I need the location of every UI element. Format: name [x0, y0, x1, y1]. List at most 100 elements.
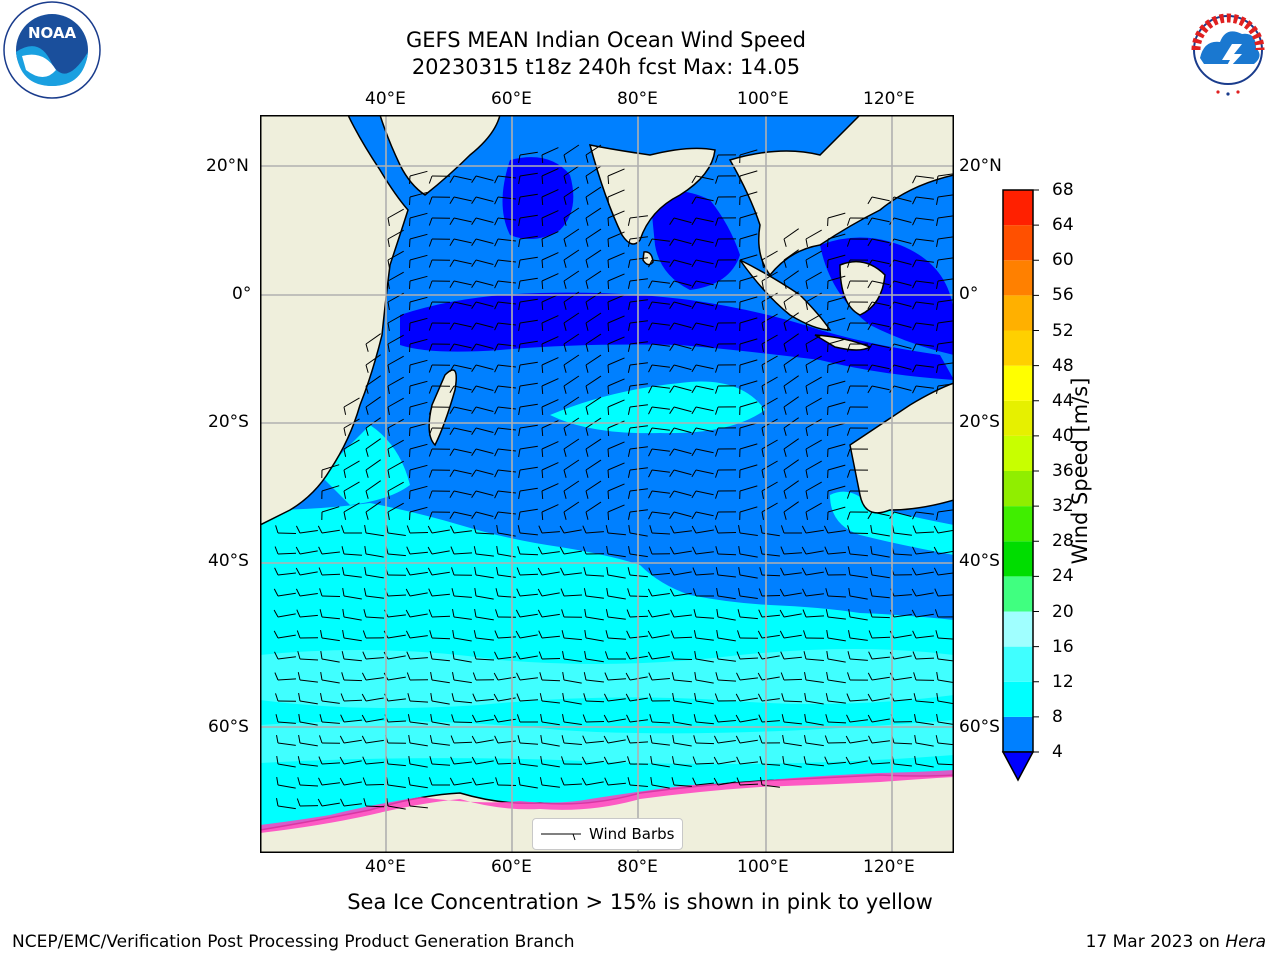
wind-barb-flag: [867, 301, 873, 310]
colorbar-segment: [1003, 330, 1033, 366]
wind-barb: [805, 376, 822, 387]
wind-barb: [893, 614, 912, 618]
wind-barb: [431, 615, 451, 618]
wind-barb: [739, 718, 758, 723]
wind-barb: [519, 613, 538, 618]
wind-barb-flag: [541, 385, 544, 395]
wind-barb-flag: [669, 588, 675, 597]
wind-barb-flag: [783, 238, 787, 247]
wind-barb: [475, 427, 494, 433]
wind-barb-flag: [693, 609, 697, 618]
nws-logo: [1176, 0, 1280, 104]
wind-barb-flag: [297, 777, 301, 786]
wind-barb: [783, 572, 802, 576]
wind-barb: [475, 698, 494, 702]
wind-barb: [827, 296, 846, 303]
wind-barb-flag: [650, 777, 653, 786]
wind-barb: [409, 275, 428, 282]
colorbar-tick-label: 44: [1052, 390, 1074, 411]
wind-barb-flag: [716, 630, 719, 639]
wind-barb: [871, 322, 890, 328]
wind-barb-flag: [607, 175, 610, 185]
wind-barb-flag: [867, 693, 873, 702]
wind-barb: [541, 252, 559, 261]
wind-barb-flag: [516, 672, 521, 681]
wind-barb-flag: [541, 364, 544, 374]
wind-barb: [497, 676, 516, 681]
wind-barb-flag: [650, 756, 653, 765]
wind-barb-flag: [671, 777, 675, 786]
wind-barb-flag: [780, 525, 785, 534]
wind-barb: [783, 249, 799, 261]
wind-barb: [673, 259, 692, 266]
wind-barb-flag: [936, 217, 939, 226]
wind-barb-flag: [405, 630, 411, 639]
wind-barb-flag: [912, 385, 917, 394]
wind-barb: [695, 385, 714, 391]
wind-barb-flag: [449, 427, 455, 436]
wind-barb: [321, 485, 340, 492]
wind-barb-flag: [541, 238, 544, 248]
wind-barb: [343, 760, 362, 765]
wind-barb: [519, 532, 538, 536]
wind-barb-flag: [387, 343, 390, 352]
wind-barb: [453, 343, 472, 349]
wind-barb: [387, 439, 404, 450]
wind-barb-flag: [914, 756, 917, 765]
wind-barb: [695, 637, 714, 641]
wind-barb-flag: [297, 756, 301, 765]
lat-tick-left-0: 0°: [232, 284, 252, 304]
wind-barb: [827, 233, 846, 240]
wind-barb-flag: [428, 448, 433, 457]
wind-barb: [893, 655, 912, 660]
wind-barb: [871, 280, 890, 286]
wind-barb: [893, 238, 912, 244]
wind-barb: [541, 635, 560, 639]
wind-barb: [585, 459, 602, 471]
wind-barb-flag: [692, 588, 697, 597]
wind-barb-flag: [868, 735, 873, 744]
wind-barb-flag: [805, 406, 808, 415]
wind-barb: [629, 574, 648, 578]
wind-barb: [365, 396, 381, 408]
wind-barb-flag: [761, 469, 764, 478]
wind-barb: [343, 699, 363, 702]
wind-barb-flag: [583, 693, 587, 702]
wind-barb-flag: [409, 322, 411, 332]
wind-barb-flag: [783, 280, 787, 289]
wind-barb: [651, 364, 670, 368]
wind-barb: [695, 551, 714, 555]
wind-barb-flag: [606, 546, 609, 555]
colorbar-segment: [1003, 541, 1033, 577]
wind-barb: [629, 320, 648, 324]
wind-barb-flag: [563, 469, 567, 478]
wind-barb: [409, 338, 428, 345]
wind-barb-flag: [603, 693, 609, 702]
wind-barb-flag: [912, 280, 917, 289]
wind-barb-flag: [848, 630, 851, 639]
wind-barb-flag: [538, 630, 543, 639]
wind-barb: [519, 214, 538, 219]
wind-barb: [695, 427, 714, 433]
wind-barb: [475, 343, 494, 349]
wind-barb-flag: [761, 364, 764, 373]
wind-barb-flag: [912, 630, 917, 639]
wind-barb-flag: [804, 735, 807, 744]
wind-barb: [607, 718, 626, 723]
wind-barb: [739, 212, 758, 219]
wind-barb-flag: [409, 301, 411, 311]
wind-barb-flag: [387, 217, 390, 226]
wind-barb: [871, 697, 890, 702]
wind-barb: [739, 553, 758, 558]
wind-barb: [761, 614, 780, 618]
wind-barb-flag: [541, 154, 544, 164]
wind-barb-flag: [318, 777, 323, 786]
wind-barb: [475, 238, 494, 244]
wind-barb-flag: [582, 546, 587, 555]
wind-barb-flag: [691, 406, 697, 415]
wind-barb: [365, 354, 381, 366]
wind-barb: [629, 784, 648, 787]
wind-barb-flag: [779, 588, 785, 597]
wind-barb: [651, 593, 670, 597]
wind-barb: [585, 658, 604, 663]
